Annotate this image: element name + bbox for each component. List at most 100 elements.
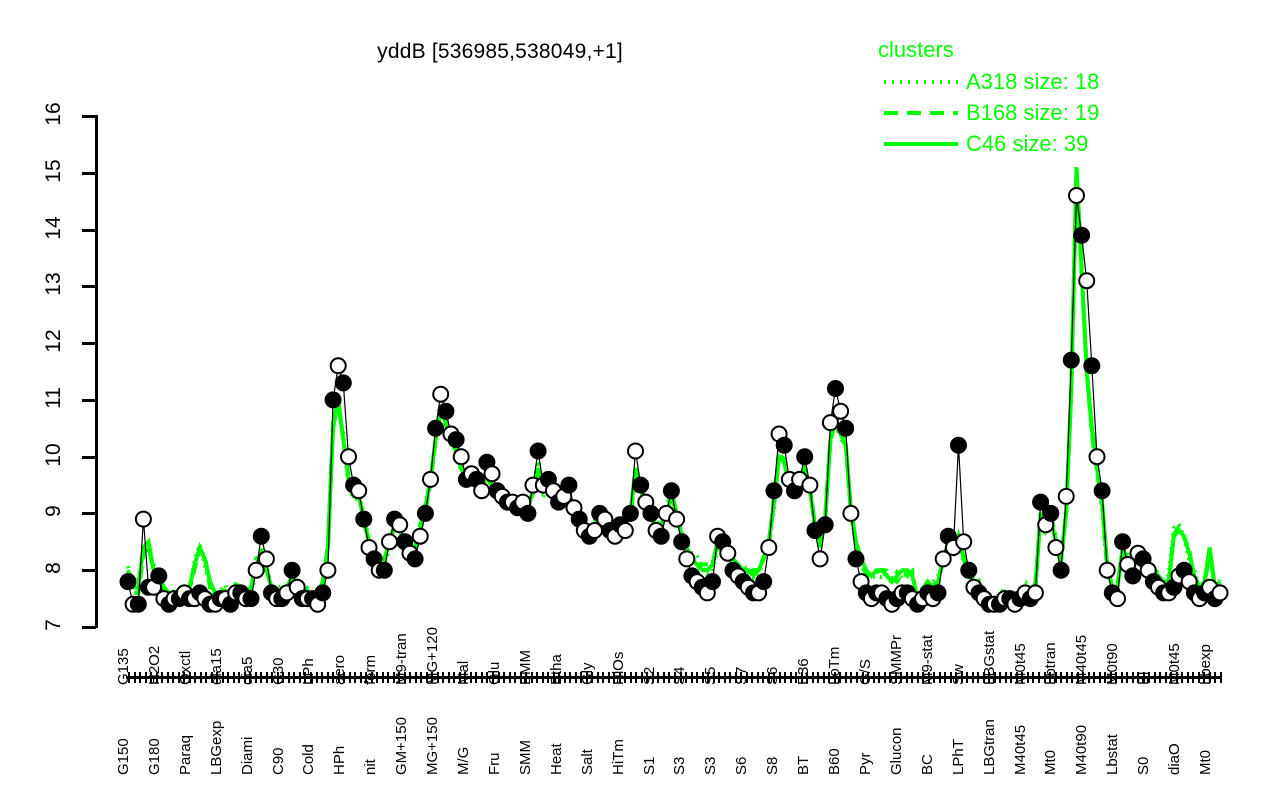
x-axis-tick [337, 672, 340, 683]
x-axis-label: Cold [300, 744, 318, 775]
data-point-filled [591, 504, 609, 522]
x-axis-label: Oxctl [176, 650, 194, 685]
x-axis-tick [276, 672, 279, 683]
data-point-filled [1011, 590, 1029, 608]
data-point-open [852, 573, 870, 591]
y-axis-tick [82, 228, 96, 232]
data-point-open [493, 487, 511, 505]
x-axis-tick [613, 672, 616, 683]
data-point-open [821, 414, 839, 432]
data-point-open [298, 590, 316, 608]
data-point-filled [611, 516, 629, 534]
data-point-filled [734, 573, 752, 591]
data-point-open [1160, 584, 1178, 602]
y-axis-tick [82, 626, 96, 629]
data-point-open [216, 590, 234, 608]
x-axis-tick [370, 672, 373, 683]
x-axis-label: M/G [455, 746, 473, 775]
y-axis-tick-label: 13 [42, 272, 65, 297]
x-axis-label: H2O2 [145, 645, 163, 685]
x-axis-tick [425, 672, 428, 683]
legend-entry-label: A318 size: 18 [966, 68, 1100, 94]
x-axis-tick [166, 672, 169, 683]
x-axis-tick [839, 672, 842, 683]
data-point-filled [1021, 590, 1039, 608]
data-point-open [483, 465, 501, 483]
x-axis-tick [1170, 672, 1173, 683]
x-axis-tick [949, 672, 952, 683]
data-point-open [1068, 187, 1085, 204]
x-axis-tick [905, 672, 908, 683]
x-axis-tick [453, 672, 456, 683]
x-axis-tick [596, 672, 599, 683]
x-axis-tick [1115, 672, 1118, 683]
data-point-filled [211, 590, 229, 608]
data-point-open [1191, 590, 1208, 608]
x-axis-tick [971, 672, 974, 683]
data-point-open [237, 590, 255, 608]
x-axis-label: aero [331, 654, 349, 685]
data-point-open [155, 590, 173, 608]
x-axis-tick [1131, 672, 1134, 683]
data-point-filled [304, 590, 322, 608]
data-point-open [657, 504, 675, 522]
data-point-filled [365, 550, 383, 568]
x-axis-label: S6 [733, 756, 751, 775]
data-point-open [698, 584, 716, 602]
data-point-open [340, 448, 357, 466]
x-axis-tick [580, 672, 583, 683]
data-point-filled [1206, 590, 1224, 608]
x-axis-label: ferm [362, 655, 380, 685]
data-point-open [1037, 516, 1055, 534]
data-point-open [862, 590, 880, 608]
x-axis-tick [1026, 672, 1029, 683]
x-axis-tick [635, 672, 638, 683]
x-axis-tick [139, 672, 142, 683]
x-axis-tick [525, 672, 528, 683]
x-axis-label: LBGstat [980, 630, 998, 685]
x-axis-tick [519, 672, 522, 683]
x-axis-tick [916, 672, 919, 683]
x-axis-tick [729, 672, 732, 683]
data-point-open [1211, 584, 1229, 602]
x-axis-tick [1043, 672, 1046, 683]
y-axis-tick-label: 9 [42, 505, 65, 518]
data-point-filled [1124, 567, 1142, 585]
data-point-filled [252, 527, 270, 545]
data-point-filled [827, 380, 844, 397]
data-point-open [165, 590, 183, 608]
x-axis-tick [287, 672, 290, 683]
data-point-open [1016, 584, 1034, 602]
x-axis-label: B60 [826, 748, 844, 775]
data-point-filled [447, 431, 465, 449]
data-point-open [739, 578, 757, 596]
x-axis-tick [348, 672, 351, 683]
x-axis-tick [447, 672, 450, 683]
y-axis-tick [82, 569, 96, 573]
x-axis-label: G180 [145, 738, 163, 775]
x-axis-label: M40t45 [1011, 724, 1029, 775]
x-axis-label: LBGtran [980, 719, 998, 775]
x-axis-tick [856, 672, 858, 683]
x-axis-tick [883, 672, 886, 683]
data-point-filled [1073, 226, 1091, 244]
x-axis-tick [475, 672, 478, 683]
x-axis-label: S3 [671, 756, 689, 775]
data-point-open [955, 533, 973, 551]
x-axis-tick [982, 672, 985, 683]
x-axis-tick [1082, 672, 1085, 683]
x-axis-tick [977, 672, 980, 683]
y-axis-tick [82, 342, 96, 346]
x-axis-tick [756, 672, 759, 683]
data-point-open [1098, 561, 1116, 579]
x-axis-tick [668, 672, 671, 683]
data-point-open [1026, 584, 1044, 602]
x-axis-label: S0 [1135, 756, 1153, 775]
x-axis-label: Paraq [176, 734, 194, 775]
legend-entry: B168 size: 19 [878, 97, 1099, 128]
data-point-filled [909, 595, 926, 613]
data-point-filled [396, 533, 414, 551]
x-axis-label: C30 [269, 657, 287, 685]
x-axis-label: nit [362, 759, 380, 775]
data-point-open [719, 544, 737, 562]
